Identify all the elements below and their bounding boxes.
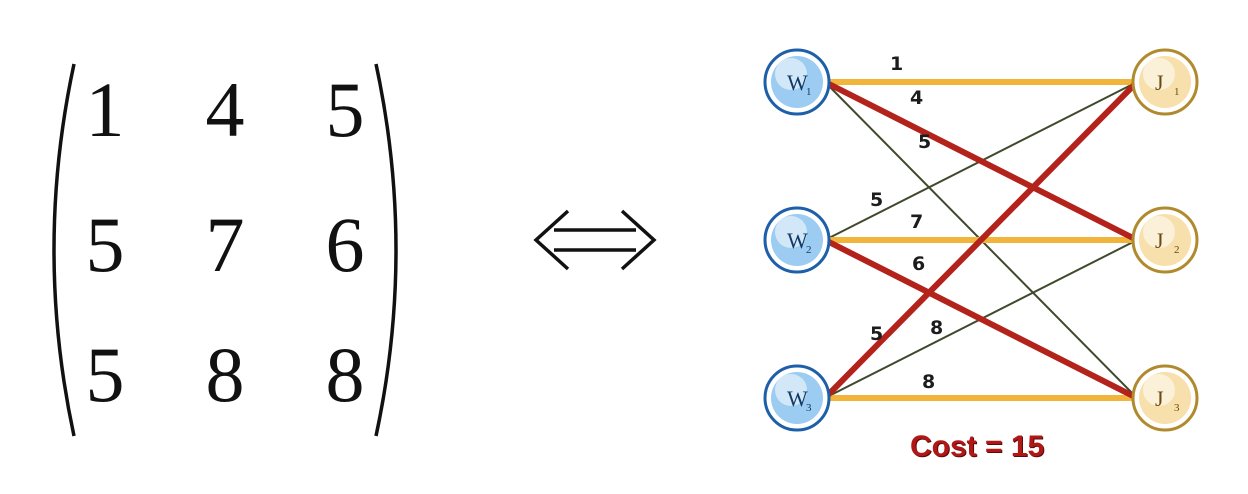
edge-w2-j3 <box>822 237 1140 401</box>
matrix-cell-r1-c2: 4 <box>205 66 245 153</box>
job-node-3-letter: J <box>1155 386 1164 411</box>
edge-w1-j2 <box>822 79 1140 243</box>
edge-label-w3-j1: 5 <box>870 323 883 345</box>
job-node-2-letter: J <box>1155 228 1164 253</box>
total-cost-label: Cost = 15 <box>910 430 1045 463</box>
worker-node-1-index: 1 <box>806 86 812 98</box>
edge-label-w2-j2: 7 <box>910 211 923 233</box>
cost-matrix: 1 4 5 5 7 6 5 8 8 <box>30 60 420 440</box>
matrix-cell-r3-c2: 8 <box>205 331 245 418</box>
edge-label-w1-j1: 1 <box>890 53 903 75</box>
worker-node-2-letter: W <box>787 228 808 253</box>
equivalence-arrow-icon <box>533 209 657 271</box>
worker-node-1-shine <box>775 58 807 90</box>
worker-node-2-index: 2 <box>806 244 812 256</box>
worker-node-3: W3 <box>763 364 831 432</box>
edge-w3-j1 <box>822 79 1140 401</box>
edge-label-w1-j2: 4 <box>910 87 923 109</box>
matrix-cell-r1-c1: 1 <box>85 66 125 153</box>
job-node-1-index: 1 <box>1174 86 1180 98</box>
worker-node-2: W2 <box>763 206 831 274</box>
edge-label-w3-j2: 8 <box>930 317 943 339</box>
worker-node-1: W1 <box>763 48 831 116</box>
edge-label-w3-j3: 8 <box>922 371 935 393</box>
edge-label-w1-j3: 5 <box>918 131 931 153</box>
worker-node-3-index: 3 <box>806 402 812 414</box>
job-node-2-shine <box>1143 216 1175 248</box>
job-node-3-index: 3 <box>1174 402 1180 414</box>
worker-node-3-shine <box>775 374 807 406</box>
edge-label-w2-j3: 6 <box>912 253 925 275</box>
worker-node-2-shine <box>775 216 807 248</box>
worker-node-3-letter: W <box>787 386 808 411</box>
matrix-brackets <box>52 63 398 437</box>
matrix-cell-r2-c2: 7 <box>205 201 245 288</box>
matrix-cell-r3-c3: 8 <box>325 331 365 418</box>
matrix-cell-r3-c1: 5 <box>85 331 125 418</box>
matrix-cell-r2-c3: 6 <box>325 201 365 288</box>
job-node-1-letter: J <box>1155 70 1164 95</box>
job-node-1-shine <box>1143 58 1175 90</box>
job-node-3-shine <box>1143 374 1175 406</box>
worker-node-1-letter: W <box>787 70 808 95</box>
matrix-cell-r1-c3: 5 <box>325 66 365 153</box>
job-node-2-index: 2 <box>1174 244 1180 256</box>
edge-label-w2-j1: 5 <box>870 189 883 211</box>
matrix-cell-r2-c1: 5 <box>85 201 125 288</box>
